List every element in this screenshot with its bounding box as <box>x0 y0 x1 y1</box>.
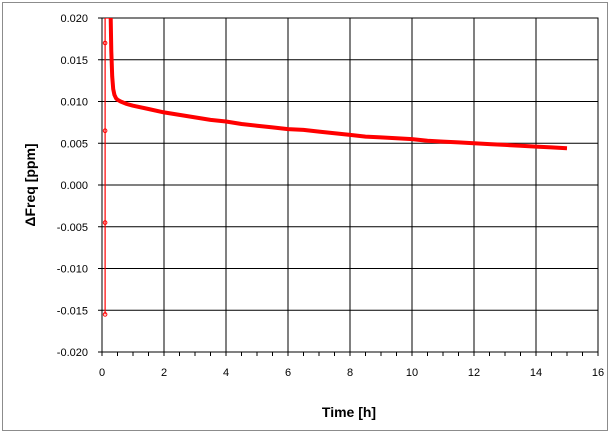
x-tick-label: 14 <box>530 367 542 379</box>
y-tick-label: -0.015 <box>57 305 88 317</box>
x-tick-label: 4 <box>223 367 229 379</box>
y-tick-label: 0.005 <box>60 138 88 150</box>
y-tick-label: 0.015 <box>60 55 88 67</box>
x-axis-title: Time [h] <box>322 404 376 420</box>
series-point <box>102 220 108 225</box>
x-tick-label: 12 <box>468 367 480 379</box>
x-tick-label: 10 <box>406 367 418 379</box>
x-tick-label: 0 <box>99 367 105 379</box>
x-tick-label: 8 <box>347 367 353 379</box>
plot-border <box>101 17 599 353</box>
y-tick-label: 0.000 <box>60 180 88 192</box>
series-point <box>102 40 108 46</box>
x-tick-label: 2 <box>161 367 167 379</box>
y-tick-label: -0.010 <box>57 264 88 276</box>
y-tick-label: -0.005 <box>57 222 88 234</box>
x-tick-label: 6 <box>285 367 291 379</box>
y-axis-title: ΔFreq [ppm] <box>22 143 38 226</box>
series-point <box>102 128 108 134</box>
x-tick-label: 16 <box>592 367 604 379</box>
y-tick-label: -0.020 <box>57 347 88 359</box>
y-tick-label: 0.010 <box>60 97 88 109</box>
series-line-initial <box>104 18 111 315</box>
series-point <box>102 312 108 317</box>
series-line <box>108 18 568 151</box>
y-tick-label: 0.020 <box>60 13 88 25</box>
